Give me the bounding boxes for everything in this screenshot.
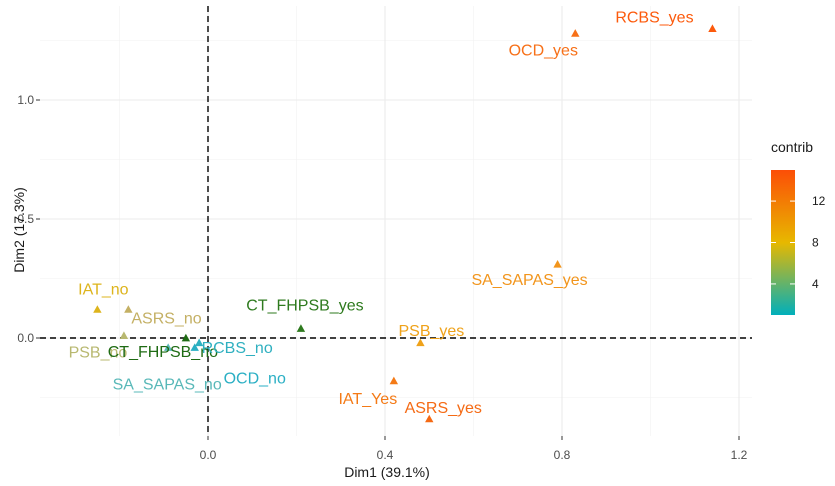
legend-tick-label: 4 (812, 277, 819, 291)
x-tick-label: 0.0 (200, 448, 217, 462)
point-ocd-no (190, 343, 199, 351)
point-label-asrs-no: ASRS_no (131, 310, 201, 327)
point-label-ct-fhpsb-no: CT_FHPSB_no (108, 344, 218, 361)
axis-ticks: 0.0 0.4 0.8 1.2 0.0 0.5 1.0 (17, 93, 747, 462)
point-ct-fhpsb-no (181, 333, 191, 342)
point-iat-yes (389, 376, 399, 385)
point-asrs-yes (425, 414, 434, 423)
point-label-psb-no: PSB_no (69, 345, 128, 362)
point-label-ocd-no: OCD_no (224, 371, 286, 388)
legend: contrib 4 8 12 (771, 139, 826, 315)
legend-tick-label: 8 (812, 236, 819, 250)
point-label-ct-fhpsb-yes: CT_FHPSB_yes (246, 297, 363, 314)
point-label-iat-no: IAT_no (78, 281, 129, 298)
point-label-psb-yes: PSB_yes (398, 323, 464, 340)
point-label-iat-yes: IAT_Yes (338, 391, 397, 408)
y-tick-label: 0.5 (17, 212, 34, 226)
point-sa-sapas-yes (553, 260, 562, 268)
point-sa-sapas-no (163, 343, 173, 351)
legend-tick-label: 12 (812, 194, 826, 208)
point-ocd-yes (571, 29, 580, 37)
point-label-ocd-yes: OCD_yes (509, 42, 578, 59)
point-rcbs-yes (708, 24, 717, 32)
point-label-rcbs-no: RCBS_no (202, 340, 273, 357)
points (93, 24, 717, 423)
point-psb-yes (416, 338, 425, 347)
x-tick-label: 1.2 (731, 448, 748, 462)
point-labels: RCBS_yes OCD_yes SA_SAPAS_yes CT_FHPSB_yes P… (69, 10, 694, 417)
point-label-rcbs-yes: RCBS_yes (615, 10, 693, 27)
point-psb-no (119, 331, 129, 339)
point-label-sa-sapas-yes: SA_SAPAS_yes (471, 272, 587, 289)
x-tick-label: 0.8 (554, 448, 571, 462)
point-ct-fhpsb-yes (296, 324, 306, 332)
y-axis-title: Dim2 (17.3%) (11, 187, 27, 273)
point-label-sa-sapas-no: SA_SAPAS_no (113, 377, 222, 394)
point-label-asrs-yes: ASRS_yes (405, 400, 482, 417)
y-tick-label: 1.0 (17, 93, 34, 107)
y-tick-label: 0.0 (17, 331, 34, 345)
legend-title: contrib (771, 139, 813, 155)
point-asrs-no (124, 305, 133, 313)
x-tick-label: 0.4 (377, 448, 394, 462)
point-rcbs-no (194, 338, 204, 347)
x-axis-title: Dim1 (39.1%) (344, 464, 430, 480)
point-iat-no (93, 305, 102, 313)
reference-lines (40, 6, 752, 436)
